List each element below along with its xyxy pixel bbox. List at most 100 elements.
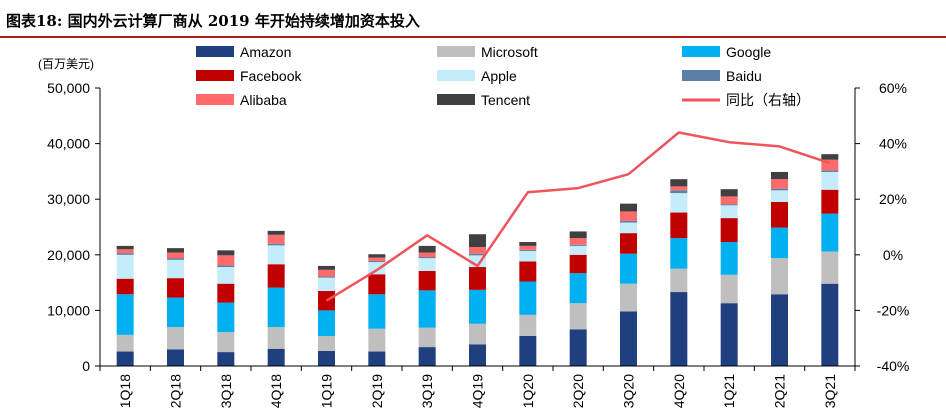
bar-stack-3Q21 xyxy=(821,154,839,366)
bar-stack-3Q19 xyxy=(418,245,436,366)
bar-stack-1Q18 xyxy=(116,245,134,366)
bar-segment-google-1Q18 xyxy=(116,294,134,335)
bar-segment-alibaba-1Q18 xyxy=(116,249,134,254)
bar-segment-apple-3Q20 xyxy=(620,222,637,234)
bar-segment-google-2Q18 xyxy=(167,297,184,328)
bar-segment-amazon-1Q18 xyxy=(116,351,134,366)
legend-label: Apple xyxy=(481,68,517,84)
bar-segment-amazon-1Q20 xyxy=(519,335,537,366)
legend-swatch xyxy=(196,70,234,81)
bar-segment-tencent-2Q18 xyxy=(167,248,184,253)
bar-segment-alibaba-3Q21 xyxy=(821,159,839,171)
bar-segment-facebook-1Q21 xyxy=(720,218,738,243)
bar-segment-google-3Q19 xyxy=(418,290,436,328)
bar-segment-baidu-1Q18 xyxy=(116,253,134,255)
x-tick-label: 2Q20 xyxy=(570,374,586,408)
bar-stacks xyxy=(116,154,839,366)
yoy-line xyxy=(325,131,831,302)
bar-segment-facebook-2Q18 xyxy=(167,278,184,298)
legend-item-apple: Apple xyxy=(437,68,517,84)
legend-label: Baidu xyxy=(726,68,762,84)
bar-segment-microsoft-3Q20 xyxy=(620,283,637,312)
legend-label: Google xyxy=(726,44,771,60)
bar-segment-tencent-3Q18 xyxy=(217,250,235,256)
bar-segment-facebook-4Q19 xyxy=(469,267,486,290)
bar-segment-google-4Q18 xyxy=(267,287,285,328)
bar-segment-baidu-1Q21 xyxy=(720,204,738,206)
bar-segment-google-1Q21 xyxy=(720,242,738,275)
legend-item-yoy: 同比（右轴） xyxy=(682,92,810,108)
y-right-tick-label: 0% xyxy=(883,247,903,263)
x-tick-label: 2Q21 xyxy=(772,374,788,408)
bar-segment-microsoft-1Q18 xyxy=(116,334,134,352)
bar-segment-alibaba-3Q20 xyxy=(620,211,637,221)
legend-item-alibaba: Alibaba xyxy=(196,92,287,108)
bar-segment-microsoft-2Q21 xyxy=(771,258,788,295)
bar-segment-alibaba-4Q19 xyxy=(469,247,486,254)
bar-segment-apple-3Q18 xyxy=(217,267,235,284)
x-tick-label: 2Q19 xyxy=(369,374,385,408)
bar-segment-google-2Q19 xyxy=(368,294,386,329)
y-left-tick-label: 30,000 xyxy=(47,191,90,207)
bar-segment-tencent-4Q18 xyxy=(267,230,285,235)
bar-segment-apple-2Q20 xyxy=(569,245,587,255)
x-tick-label: 4Q20 xyxy=(671,374,687,408)
legend-item-tencent: Tencent xyxy=(437,92,530,108)
y-right-tick-label: -40% xyxy=(877,358,910,374)
bar-segment-alibaba-3Q18 xyxy=(217,255,235,266)
bar-segment-baidu-1Q19 xyxy=(318,276,335,278)
bar-segment-amazon-3Q21 xyxy=(821,283,839,366)
legend-label: Facebook xyxy=(240,68,302,84)
legend-item-baidu: Baidu xyxy=(682,68,762,84)
bar-segment-google-3Q21 xyxy=(821,213,839,252)
y-left-tick-label: 40,000 xyxy=(47,136,90,152)
legend-swatch xyxy=(437,46,475,57)
bar-segment-microsoft-1Q21 xyxy=(720,274,738,304)
bar-segment-tencent-1Q19 xyxy=(318,265,335,270)
bar-segment-google-2Q20 xyxy=(569,273,587,304)
bar-segment-amazon-1Q19 xyxy=(318,350,335,366)
bar-stack-4Q20 xyxy=(670,179,688,366)
bar-segment-amazon-2Q18 xyxy=(167,349,184,366)
bar-segment-apple-1Q18 xyxy=(116,254,134,279)
legend-swatch xyxy=(682,46,720,57)
bar-segment-tencent-3Q19 xyxy=(418,245,436,253)
bar-segment-microsoft-1Q19 xyxy=(318,335,335,351)
bar-stack-2Q20 xyxy=(569,231,587,366)
x-tick-label: 3Q20 xyxy=(621,374,637,408)
bar-segment-baidu-2Q19 xyxy=(368,260,386,263)
legend-item-facebook: Facebook xyxy=(196,68,302,84)
x-tick-label: 4Q18 xyxy=(268,374,284,408)
bar-stack-4Q19 xyxy=(469,234,486,366)
bar-segment-baidu-2Q21 xyxy=(771,188,788,191)
bar-segment-amazon-4Q18 xyxy=(267,348,285,366)
bar-segment-facebook-4Q18 xyxy=(267,264,285,288)
bar-segment-apple-2Q21 xyxy=(771,190,788,202)
bar-segment-facebook-2Q20 xyxy=(569,254,587,274)
legend-swatch xyxy=(437,94,475,105)
y-right-tick-label: 60% xyxy=(879,80,907,96)
bar-segment-tencent-2Q19 xyxy=(368,254,386,258)
bar-segment-apple-2Q19 xyxy=(368,262,386,275)
bar-stack-3Q20 xyxy=(620,203,637,366)
bar-segment-alibaba-4Q20 xyxy=(670,186,688,191)
bar-stack-2Q18 xyxy=(167,248,184,366)
bar-segment-baidu-1Q20 xyxy=(519,249,537,251)
x-tick-label: 4Q19 xyxy=(470,374,486,408)
legend-item-microsoft: Microsoft xyxy=(437,44,538,60)
bar-segment-tencent-1Q18 xyxy=(116,245,134,250)
legend: Amazon Microsoft Google Facebook Apple Baidu A… xyxy=(196,44,810,108)
bar-segment-baidu-3Q20 xyxy=(620,220,637,223)
bar-segment-facebook-3Q20 xyxy=(620,233,637,254)
bar-segment-baidu-3Q21 xyxy=(821,170,839,172)
legend-swatch xyxy=(437,70,475,81)
legend-swatch xyxy=(196,94,234,105)
y-right-tick-label: 40% xyxy=(879,136,907,152)
legend-label: Microsoft xyxy=(481,44,538,60)
bar-segment-amazon-3Q19 xyxy=(418,347,436,366)
bar-segment-facebook-2Q21 xyxy=(771,201,788,228)
bar-segment-tencent-4Q20 xyxy=(670,179,688,187)
bar-segment-microsoft-4Q19 xyxy=(469,323,486,345)
bar-segment-tencent-3Q21 xyxy=(821,154,839,160)
bar-segment-tencent-1Q21 xyxy=(720,189,738,197)
